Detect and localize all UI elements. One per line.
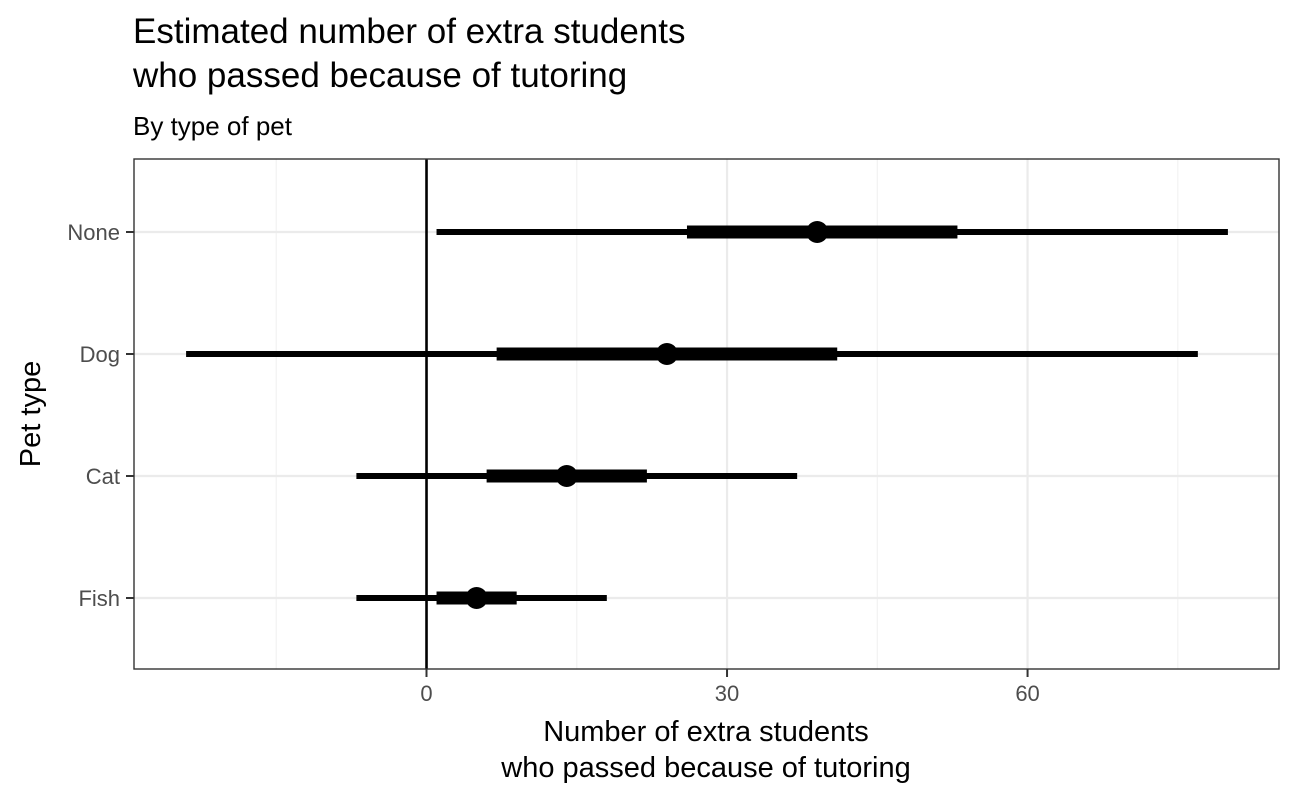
- x-tick-label: 30: [715, 681, 739, 706]
- chart-title-line-2: who passed because of tutoring: [132, 56, 627, 95]
- y-axis-title: Pet type: [15, 361, 47, 467]
- x-axis-title-line-2: who passed because of tutoring: [500, 752, 911, 784]
- y-tick-label: Dog: [80, 342, 120, 367]
- point-estimate: [465, 587, 488, 609]
- chart-title-line-1: Estimated number of extra students: [133, 12, 686, 51]
- x-axis-title-line-1: Number of extra students: [543, 716, 869, 748]
- point-estimate: [555, 465, 578, 487]
- point-ranges: [186, 221, 1228, 609]
- chart-subtitle: By type of pet: [133, 111, 293, 141]
- pointrange-none: [436, 221, 1228, 243]
- pointrange-cat: [356, 465, 798, 487]
- panel-border: [133, 158, 1280, 670]
- y-tick-label: Fish: [78, 586, 120, 611]
- y-axis: None Dog Cat Fish: [67, 220, 134, 611]
- pointrange-dog: [186, 343, 1198, 365]
- x-tick-label: 0: [420, 681, 432, 706]
- plot-panel: [133, 158, 1280, 670]
- point-estimate: [655, 343, 678, 365]
- y-tick-label: None: [67, 220, 120, 245]
- x-tick-label: 60: [1015, 681, 1039, 706]
- y-tick-label: Cat: [86, 464, 120, 489]
- x-axis: 0 30 60: [420, 669, 1040, 706]
- point-estimate: [806, 221, 829, 243]
- pointrange-fish: [356, 587, 607, 609]
